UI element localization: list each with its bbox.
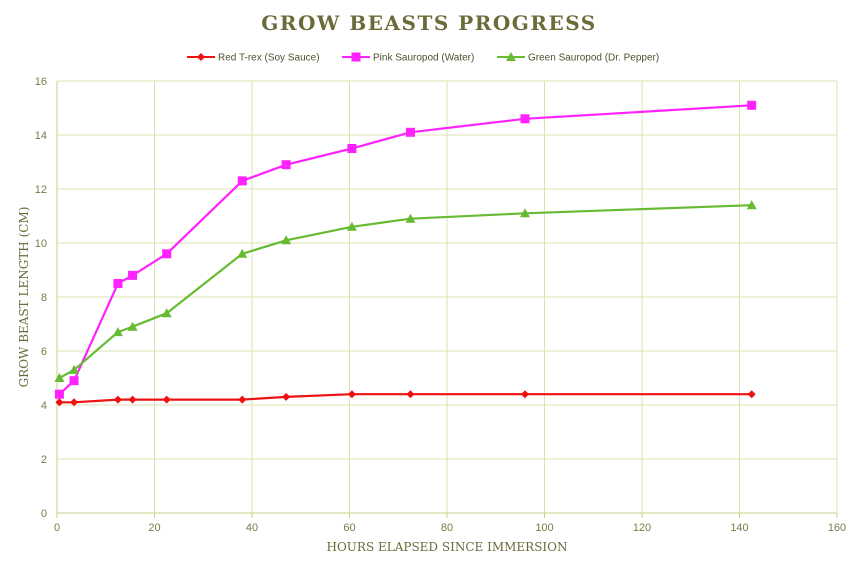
data-point bbox=[161, 308, 172, 318]
data-point bbox=[747, 390, 756, 399]
series-0 bbox=[55, 390, 756, 407]
data-point bbox=[281, 160, 291, 170]
x-tick-label: 160 bbox=[828, 522, 846, 534]
data-point bbox=[162, 395, 171, 404]
data-point bbox=[162, 249, 172, 259]
data-point bbox=[237, 176, 247, 186]
data-point bbox=[127, 321, 138, 331]
data-point bbox=[406, 390, 415, 399]
data-point bbox=[69, 364, 80, 374]
y-tick-label: 10 bbox=[35, 238, 47, 250]
data-point bbox=[746, 200, 757, 210]
data-point bbox=[70, 398, 79, 407]
y-axis-title: GROW BEAST LENGTH (CM) bbox=[17, 207, 31, 388]
data-point bbox=[747, 100, 757, 110]
chart-title: GROW BEASTS PROGRESS bbox=[261, 11, 596, 35]
data-point bbox=[521, 390, 529, 399]
y-tick-label: 2 bbox=[41, 454, 47, 466]
data-point bbox=[282, 392, 291, 401]
y-tick-label: 16 bbox=[35, 76, 47, 88]
data-point bbox=[113, 279, 123, 288]
series-line bbox=[58, 204, 752, 379]
legend-item: Green Sauropod (Dr. Pepper) bbox=[497, 52, 659, 64]
y-tick-label: 4 bbox=[41, 400, 47, 412]
data-point bbox=[346, 221, 357, 231]
legend: Red T-rex (Soy Sauce) Pink Sauropod (Wate… bbox=[187, 52, 659, 64]
data-point bbox=[54, 389, 64, 399]
legend-marker bbox=[197, 53, 205, 61]
y-tick-label: 6 bbox=[41, 346, 47, 358]
data-point bbox=[237, 248, 248, 258]
y-tick-label: 12 bbox=[35, 184, 47, 196]
data-point bbox=[238, 395, 247, 404]
data-point bbox=[405, 127, 415, 137]
y-tick-label: 8 bbox=[41, 292, 47, 304]
x-tick-label: 80 bbox=[441, 522, 453, 534]
y-tick-label: 14 bbox=[35, 130, 47, 142]
x-tick-label: 0 bbox=[54, 522, 60, 534]
x-tick-label: 140 bbox=[730, 522, 748, 534]
legend-label: Pink Sauropod (Water) bbox=[373, 53, 474, 64]
data-point bbox=[347, 390, 356, 399]
data-point bbox=[69, 376, 79, 386]
data-point bbox=[112, 327, 123, 337]
data-point bbox=[520, 114, 530, 124]
legend-item: Pink Sauropod (Water) bbox=[342, 52, 474, 64]
legend-label: Green Sauropod (Dr. Pepper) bbox=[528, 53, 659, 64]
x-tick-label: 20 bbox=[148, 522, 160, 534]
series-2 bbox=[54, 200, 757, 382]
legend-label: Red T-rex (Soy Sauce) bbox=[218, 53, 320, 64]
series-group bbox=[54, 100, 757, 407]
data-point bbox=[55, 398, 64, 407]
data-point bbox=[128, 395, 137, 404]
data-point bbox=[128, 270, 138, 280]
legend-marker bbox=[506, 52, 516, 61]
data-point bbox=[405, 213, 416, 223]
data-point bbox=[520, 208, 530, 218]
data-point bbox=[113, 395, 122, 404]
series-line bbox=[59, 393, 752, 404]
series-1 bbox=[54, 100, 757, 399]
data-point bbox=[281, 235, 292, 245]
data-point bbox=[347, 144, 357, 153]
x-tick-label: 60 bbox=[343, 522, 355, 534]
legend-item: Red T-rex (Soy Sauce) bbox=[187, 53, 320, 64]
x-tick-label: 40 bbox=[246, 522, 258, 534]
data-point bbox=[54, 373, 65, 382]
grid bbox=[57, 80, 838, 513]
x-tick-label: 120 bbox=[633, 522, 651, 534]
legend-marker bbox=[351, 52, 361, 62]
x-tick-label: 100 bbox=[535, 522, 553, 534]
x-axis-title: HOURS ELAPSED SINCE IMMERSION bbox=[327, 540, 568, 554]
y-tick-label: 0 bbox=[41, 508, 47, 520]
